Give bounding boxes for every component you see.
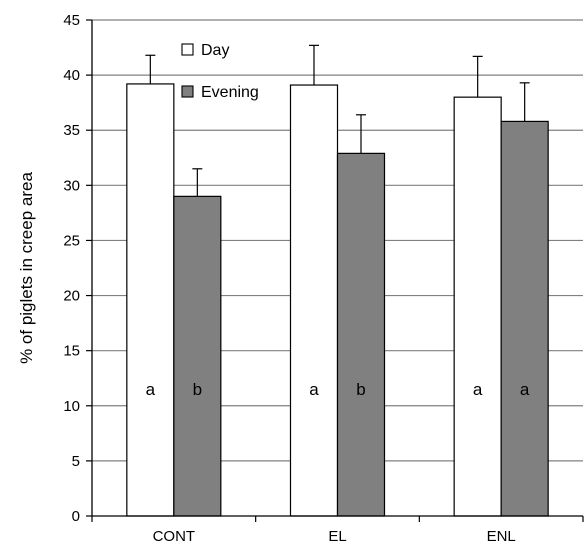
x-tick-label: CONT (153, 528, 196, 545)
tick-labels: 0 5 10 15 20 25 30 35 40 45 CONT EL ENL (63, 12, 515, 545)
y-tick-label: 35 (63, 122, 80, 139)
legend-label-day: Day (201, 42, 229, 59)
legend-swatch-day (181, 43, 194, 56)
legend-swatch-evening (181, 85, 194, 98)
significance-letter: a (146, 380, 156, 399)
significance-letter: a (473, 380, 483, 399)
axes (86, 19, 584, 522)
x-tick-label: ENL (487, 528, 516, 545)
bar-day-enl (453, 96, 502, 517)
y-tick-label: 30 (63, 177, 80, 194)
y-tick-label: 15 (63, 343, 80, 360)
y-tick-label: 0 (72, 508, 80, 525)
bar-evening-cont (173, 195, 222, 517)
legend: Day Evening (181, 42, 259, 101)
y-axis-title: % of piglets in creep area (17, 172, 36, 364)
y-tick-label: 20 (63, 288, 80, 305)
x-tick-label: EL (328, 528, 346, 545)
y-tick-label: 40 (63, 67, 80, 84)
significance-letter: b (193, 380, 202, 399)
significance-letter: a (309, 380, 319, 399)
significance-letter: b (356, 380, 365, 399)
y-tick-label: 45 (63, 12, 80, 29)
y-tick-label: 5 (72, 453, 80, 470)
significance-letter: a (520, 380, 530, 399)
bar-evening-enl (500, 120, 549, 517)
y-tick-label: 25 (63, 232, 80, 249)
bar-day-el (289, 84, 339, 517)
y-tick-label: 10 (63, 398, 80, 415)
bar-day-cont (126, 83, 175, 517)
bar-evening-el (336, 152, 386, 517)
legend-label-evening: Evening (201, 84, 259, 101)
